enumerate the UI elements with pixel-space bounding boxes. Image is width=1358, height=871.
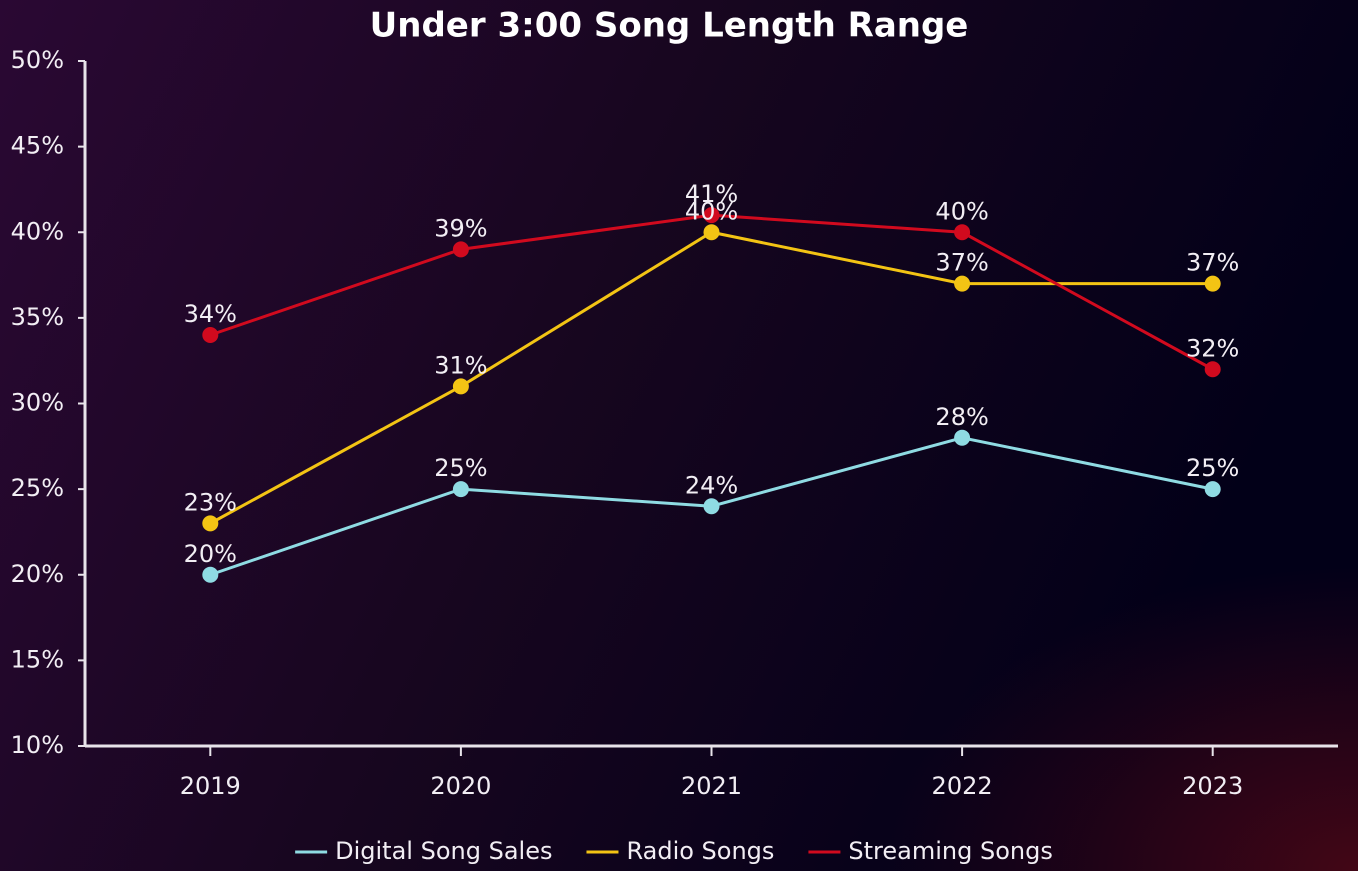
x-tick-label: 2022 (932, 772, 993, 800)
x-tick-label: 2019 (180, 772, 241, 800)
y-tick-label: 10% (11, 731, 64, 759)
data-label: 25% (1186, 454, 1239, 482)
data-label: 32% (1186, 334, 1239, 362)
data-label: 41% (685, 180, 738, 208)
data-label: 20% (184, 540, 237, 568)
y-tick-label: 25% (11, 474, 64, 502)
x-tick-label: 2021 (681, 772, 742, 800)
y-tick-label: 20% (11, 560, 64, 588)
legend-label: Radio Songs (626, 837, 774, 865)
y-tick-label: 50% (11, 46, 64, 74)
data-point (1204, 481, 1221, 498)
data-point (703, 207, 720, 224)
data-point (1204, 361, 1221, 378)
data-label: 31% (434, 351, 487, 379)
x-tick-label: 2020 (430, 772, 491, 800)
data-label: 28% (935, 403, 988, 431)
data-point (452, 481, 469, 498)
data-label: 34% (184, 300, 237, 328)
chart-title: Under 3:00 Song Length Range (370, 6, 969, 46)
data-label: 23% (184, 488, 237, 516)
data-label: 40% (935, 197, 988, 225)
data-label: 37% (1186, 249, 1239, 277)
legend-label: Streaming Songs (848, 837, 1052, 865)
legend: Digital Song Sales Radio Songs Streaming S… (295, 837, 1053, 865)
y-tick-label: 30% (11, 389, 64, 417)
y-tick-label: 45% (11, 132, 64, 160)
y-tick-label: 15% (11, 645, 64, 673)
data-point (703, 224, 720, 241)
legend-label: Digital Song Sales (335, 837, 552, 865)
data-label: 37% (935, 249, 988, 277)
data-point (202, 515, 219, 532)
data-point (1204, 275, 1221, 292)
data-point (954, 429, 971, 446)
y-tick-label: 35% (11, 303, 64, 331)
y-tick-label: 40% (11, 217, 64, 245)
data-label: 25% (434, 454, 487, 482)
data-point (202, 566, 219, 583)
data-point (452, 241, 469, 258)
data-point (954, 224, 971, 241)
x-tick-label: 2023 (1182, 772, 1243, 800)
data-point (954, 275, 971, 292)
data-label: 40% (685, 197, 738, 225)
data-point (202, 327, 219, 343)
data-point (703, 498, 720, 515)
data-label: 24% (685, 471, 738, 499)
data-label: 39% (434, 214, 487, 242)
data-point (452, 378, 469, 395)
